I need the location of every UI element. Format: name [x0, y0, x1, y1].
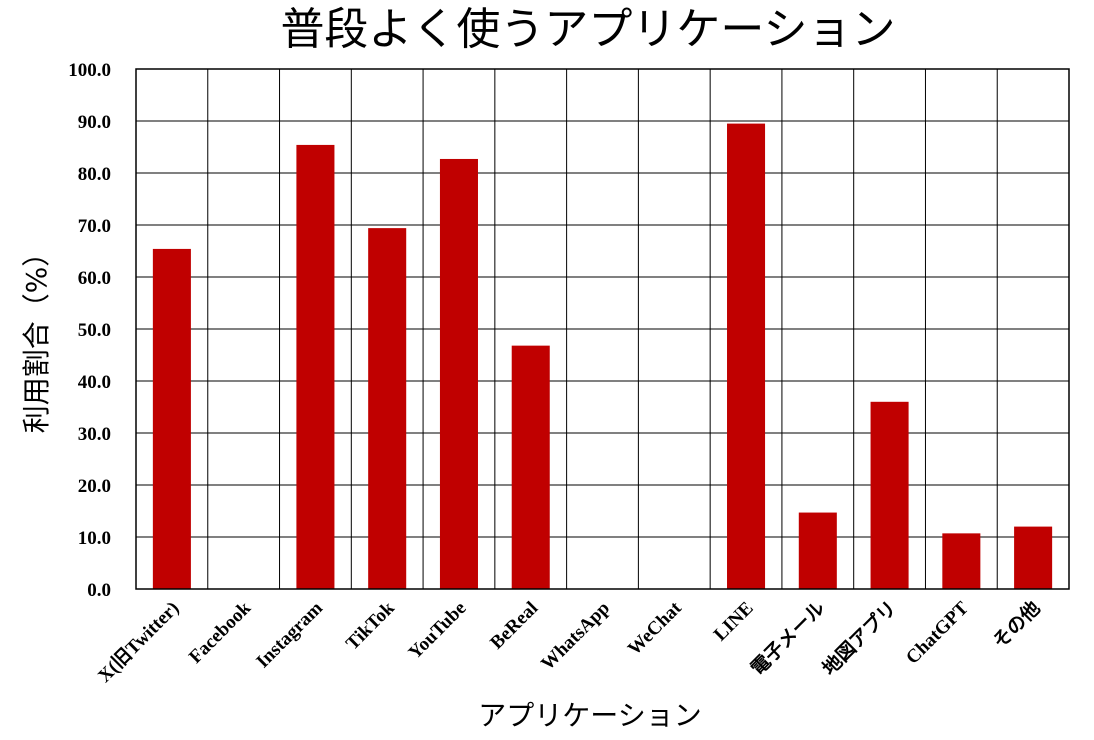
- bar: [511, 345, 550, 589]
- x-axis-title: アプリケーション: [478, 699, 701, 732]
- y-tick-label: 60.0: [78, 268, 111, 289]
- bar: [942, 533, 981, 589]
- x-tick-label: Facebook: [185, 597, 255, 667]
- y-tick-label: 30.0: [78, 424, 111, 445]
- y-tick-label: 70.0: [78, 216, 111, 237]
- x-tick-label: YouTube: [405, 598, 471, 664]
- bar: [727, 123, 766, 589]
- y-tick-label: 20.0: [78, 476, 111, 497]
- x-tick-label: Instagram: [252, 598, 327, 673]
- x-tick-label: X(旧Twitter): [93, 597, 183, 687]
- y-tick-labels: 0.0 10.0 20.0 30.0 40.0 50.0 60.0 70.0 80.0 90.0 1…: [68, 60, 111, 601]
- bar: [152, 248, 191, 590]
- x-tick-label: TikTok: [342, 597, 399, 654]
- bar: [1014, 526, 1053, 589]
- y-tick-label: 50.0: [78, 320, 111, 341]
- bar: [296, 144, 335, 590]
- x-tick-label: WeChat: [624, 597, 686, 659]
- y-axis-title: 利用割合（%）: [20, 239, 53, 434]
- x-tick-label: LINE: [710, 598, 758, 646]
- y-tick-label: 80.0: [78, 164, 111, 185]
- grid-lines: [136, 68, 1069, 590]
- x-tick-label: BeReal: [486, 598, 542, 654]
- x-tick-label: 地図アプリ: [818, 596, 901, 679]
- x-tick-label: その他: [988, 596, 1045, 653]
- plot-frame: [135, 68, 1070, 590]
- y-tick-label: 0.0: [87, 580, 111, 601]
- y-tick-label: 90.0: [78, 112, 111, 133]
- chart-title: 普段よく使うアプリケーション: [280, 4, 895, 55]
- x-tick-label: WhatsApp: [537, 598, 614, 675]
- x-tick-label: ChatGPT: [902, 597, 973, 668]
- y-tick-label: 100.0: [68, 60, 111, 81]
- x-tick-label: 電子メール: [747, 597, 830, 680]
- bar: [368, 228, 407, 589]
- y-tick-label: 10.0: [78, 528, 111, 549]
- bar: [439, 158, 478, 589]
- bar: [798, 512, 837, 589]
- bars: [152, 123, 1053, 590]
- bar: [870, 401, 909, 589]
- y-tick-label: 40.0: [78, 372, 111, 393]
